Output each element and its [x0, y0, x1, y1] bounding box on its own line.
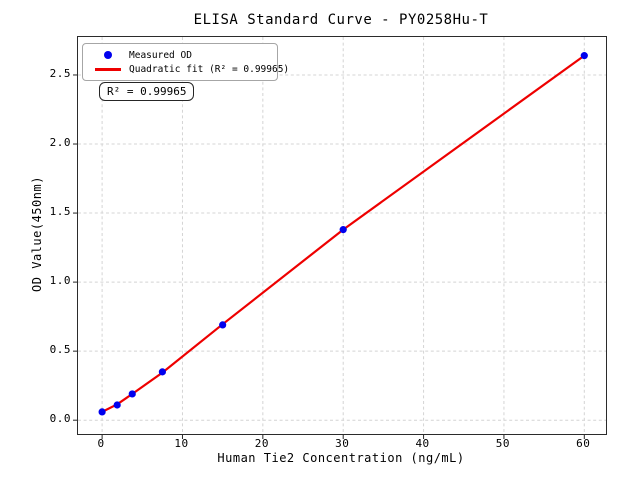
data-point [339, 226, 347, 234]
data-point [113, 401, 121, 409]
y-tick-label: 0.0 [49, 412, 71, 426]
legend-marker-col [87, 67, 129, 71]
plot-area [73, 36, 607, 439]
data-point [98, 408, 106, 416]
legend-item-quadratic-fit: Quadratic fit (R² = 0.99965) [87, 62, 289, 76]
x-axis-label: Human Tie2 Concentration (ng/mL) [217, 451, 465, 465]
y-tick-label: 1.5 [49, 205, 71, 219]
scatter-dot-icon [104, 51, 112, 59]
data-point [158, 368, 166, 376]
legend-marker-col [87, 51, 129, 59]
x-tick-label: 20 [254, 437, 269, 450]
data-point [128, 390, 136, 398]
y-tick-label: 1.0 [49, 274, 71, 288]
r-squared-annotation: R² = 0.99965 [99, 82, 195, 101]
x-tick-label: 40 [415, 437, 430, 450]
chart-title: ELISA Standard Curve - PY0258Hu-T [193, 12, 489, 28]
y-tick-label: 2.5 [49, 66, 71, 80]
x-tick-label: 30 [335, 437, 350, 450]
x-tick-label: 10 [174, 437, 189, 450]
legend-label: Measured OD [129, 49, 192, 61]
x-tick-label: 50 [495, 437, 511, 450]
y-tick-label: 2.0 [49, 136, 71, 150]
y-tick-label: 0.5 [49, 343, 71, 357]
data-point [580, 52, 588, 60]
legend: Measured OD Quadratic fit (R² = 0.99965) [82, 43, 289, 81]
y-axis-label: OD Value(450nm) [30, 176, 44, 292]
fit-line-icon [95, 67, 121, 71]
legend-label: Quadratic fit (R² = 0.99965) [129, 63, 290, 75]
x-tick-label: 0 [97, 437, 105, 450]
legend-item-measured-od: Measured OD [87, 48, 273, 62]
x-tick-label: 60 [576, 437, 591, 450]
data-point [219, 321, 227, 329]
plot-canvas [73, 37, 606, 439]
